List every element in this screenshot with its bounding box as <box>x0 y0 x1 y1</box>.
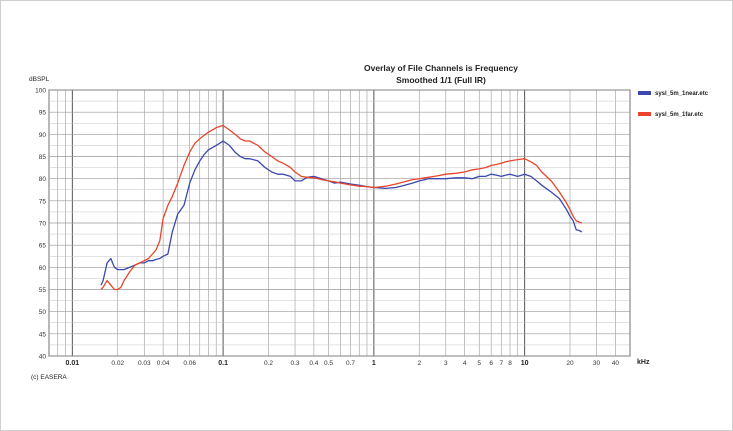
x-tick-labels: 0.01 0.02 0.03 0.04 0.06 0.1 0.2 0.3 0.4 0.5 0.7 1 2… <box>66 360 620 367</box>
y-tick-label: 50 <box>39 309 47 316</box>
y-tick-label: 70 <box>39 221 47 228</box>
x-tick-label: 0.3 <box>291 360 300 367</box>
x-tick-label: 40 <box>612 360 620 367</box>
x-tick-label: 30 <box>593 360 601 367</box>
x-tick-label: 0.1 <box>218 360 228 367</box>
y-tick-label: 75 <box>39 198 47 205</box>
y-tick-label: 90 <box>39 132 47 139</box>
x-tick-label: 8 <box>508 360 512 367</box>
x-tick-label: 1 <box>372 360 376 367</box>
legend-swatch-2 <box>638 112 651 116</box>
x-tick-label: 7 <box>499 360 503 367</box>
y-tick-label: 45 <box>39 331 47 338</box>
y-axis-label: dBSPL <box>29 76 50 83</box>
y-tick-label: 40 <box>39 354 47 361</box>
x-tick-label: 6 <box>489 360 493 367</box>
copyright-text: (c) EASERA <box>31 374 67 381</box>
x-tick-label: 0.7 <box>346 360 355 367</box>
chart-subtitle: Smoothed 1/1 (Full IR) <box>396 75 486 85</box>
x-tick-label: 0.04 <box>157 360 170 367</box>
x-tick-label: 4 <box>463 360 467 367</box>
x-tick-label: 10 <box>521 360 529 367</box>
x-tick-label: 0.02 <box>111 360 124 367</box>
x-tick-label: 5 <box>477 360 481 367</box>
legend-swatch-1 <box>638 91 651 95</box>
legend: sysl_5m_1near.etc sysl_5m_1far.etc <box>638 91 709 118</box>
legend-label-1: sysl_5m_1near.etc <box>655 91 709 97</box>
x-tick-label: 20 <box>566 360 574 367</box>
series-line-1 <box>100 140 583 286</box>
x-tick-label: 0.03 <box>138 360 151 367</box>
chart-title: Overlay of File Channels is Frequency <box>364 63 518 73</box>
x-tick-label: 0.01 <box>66 360 80 367</box>
y-tick-labels: 100 95 90 85 80 75 70 65 60 55 50 45 40 <box>35 88 46 361</box>
x-axis-unit-label: kHz <box>637 359 650 366</box>
y-tick-label: 80 <box>39 176 47 183</box>
x-tick-label: 0.2 <box>264 360 273 367</box>
x-tick-label: 0.4 <box>309 360 318 367</box>
series-line-2 <box>100 124 583 291</box>
x-tick-label: 0.06 <box>183 360 196 367</box>
data-series <box>100 124 583 291</box>
x-tick-label: 0.5 <box>324 360 333 367</box>
y-tick-label: 100 <box>35 88 46 95</box>
y-tick-label: 60 <box>39 265 47 272</box>
y-tick-label: 65 <box>39 243 47 250</box>
x-tick-label: 3 <box>444 360 448 367</box>
legend-label-2: sysl_5m_1far.etc <box>655 112 704 118</box>
y-tick-label: 95 <box>39 110 47 117</box>
y-tick-label: 85 <box>39 154 47 161</box>
y-tick-label: 55 <box>39 287 47 294</box>
grid-lines <box>48 89 631 357</box>
x-tick-label: 2 <box>417 360 421 367</box>
